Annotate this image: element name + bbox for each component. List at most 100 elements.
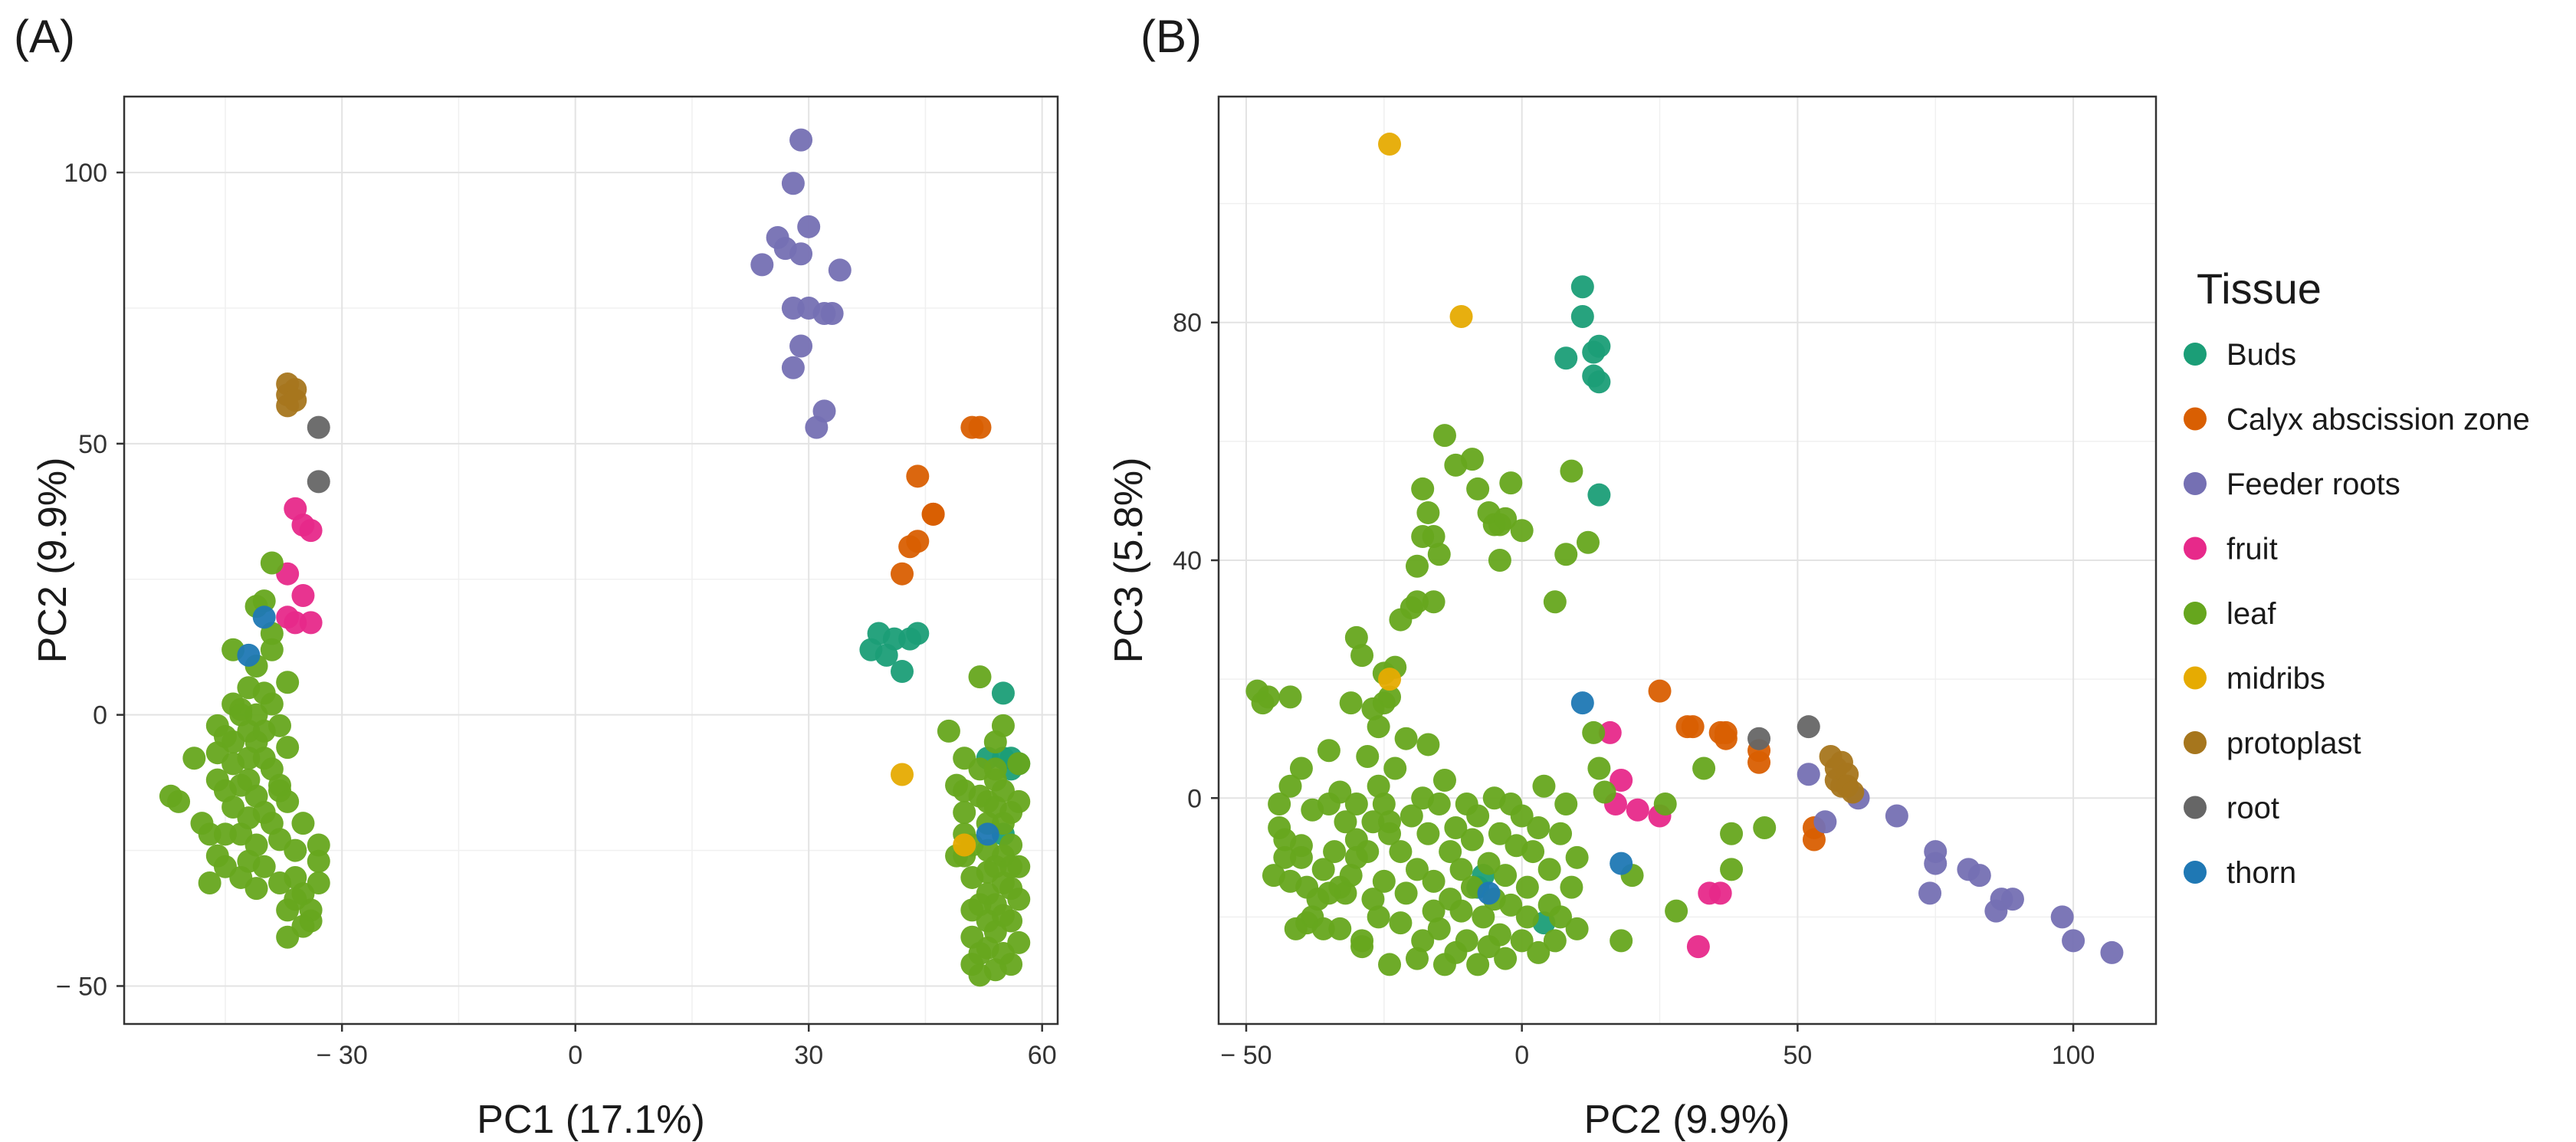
panel-b-point-leaf: [1449, 899, 1473, 923]
panel-a-point-calyx: [968, 415, 992, 439]
panel-b-point-leaf: [1323, 840, 1347, 864]
legend-label-leaf: leaf: [2227, 597, 2276, 631]
panel-b-point-leaf: [1422, 869, 1446, 893]
panel-b-point-leaf: [1510, 519, 1534, 543]
panel-a-frame: [123, 95, 1059, 1026]
panel-b-point-leaf: [1350, 644, 1374, 668]
legend-key-feeder: [2184, 472, 2207, 495]
panel-a-point-leaf: [953, 747, 976, 770]
legend-title: Tissue: [2197, 264, 2322, 313]
panel-a-point-midribs: [953, 833, 976, 857]
panel-b-point-leaf: [1367, 774, 1390, 798]
panel-b-point-leaf: [1665, 899, 1688, 923]
panel-b-point-leaf: [1472, 905, 1495, 929]
panel-b-point-leaf: [1389, 840, 1413, 864]
panel-b-point-leaf: [1289, 756, 1313, 780]
panel-a-point-thorn: [252, 605, 276, 629]
panel-b-point-leaf: [1537, 858, 1561, 881]
panel-b-point-leaf: [1449, 858, 1473, 881]
legend-label-midribs: midribs: [2227, 662, 2325, 696]
panel-b-point-leaf: [1515, 905, 1539, 929]
panel-b-point-buds: [1554, 346, 1578, 370]
panel-a-point-feeder: [781, 356, 805, 379]
panel-b-point-leaf: [1455, 929, 1478, 953]
panel-b-point-leaf: [1554, 543, 1578, 566]
panel-b-point-leaf: [1720, 822, 1744, 845]
panel-b-point-leaf: [1394, 881, 1418, 905]
panel-a-point-leaf: [976, 789, 999, 813]
panel-a-point-midribs: [891, 763, 914, 786]
panel-b-point-leaf: [1444, 816, 1468, 840]
legend-key-midribs: [2184, 666, 2207, 690]
panel-a-point-leaf: [999, 855, 1023, 878]
panel-b-point-leaf: [1334, 810, 1357, 834]
panel-b-point-leaf: [1416, 822, 1440, 845]
panel-a-point-thorn: [237, 643, 261, 667]
panel-b-point-feeder: [2100, 940, 2124, 964]
panel-b-point-leaf: [1460, 448, 1484, 471]
panel-b-point-calyx: [1747, 750, 1771, 774]
panel-a-point-leaf: [953, 779, 976, 802]
panel-a-point-leaf: [937, 719, 960, 743]
legend-label-fruit: fruit: [2227, 533, 2278, 566]
panel-b-point-midribs: [1378, 668, 1402, 691]
panel-b-point-leaf: [1328, 780, 1352, 804]
panel-b-point-fruit: [1598, 720, 1622, 744]
panel-a-point-buds: [891, 660, 914, 684]
panel-b-point-feeder: [1967, 864, 1991, 888]
panel-b-point-feeder: [2000, 888, 2024, 911]
panel-b-point-leaf: [1494, 507, 1518, 530]
panel-b-point-leaf: [1344, 793, 1368, 816]
panel-a-point-leaf: [976, 860, 999, 884]
panel-b-point-fruit: [1708, 881, 1732, 905]
panel-a: (A) − 30 0 30 60 − 50 0 50 100 PC1 (17.1%) PC2 …: [14, 11, 1059, 1142]
panel-b-point-leaf: [1284, 917, 1308, 940]
panel-b-point-leaf: [1289, 845, 1313, 869]
panel-b-point-leaf: [1411, 477, 1435, 500]
panel-b-ticks: − 50 0 50 100 0 40 80: [1173, 309, 2095, 1070]
panel-a-point-leaf: [237, 747, 261, 770]
panel-b-point-leaf: [1278, 774, 1302, 798]
panel-b-point-leaf: [1411, 524, 1435, 548]
panel-b-point-root: [1747, 727, 1771, 750]
panel-a-ytick-label: 50: [78, 430, 107, 459]
panel-b-xtick-label: 0: [1514, 1041, 1529, 1070]
panel-a-point-leaf: [307, 849, 330, 873]
panel-a-point-leaf: [252, 719, 276, 743]
panel-a-point-calyx: [891, 562, 914, 586]
panel-b-ytick-label: 80: [1173, 309, 1202, 338]
legend-key-protoplast: [2184, 731, 2207, 754]
panel-b-ytick-label: 40: [1173, 546, 1202, 576]
panel-b-point-leaf: [1361, 810, 1385, 834]
panel-b-point-leaf: [1278, 685, 1302, 709]
panel-a-point-fruit: [291, 583, 315, 607]
panel-b-point-leaf: [1527, 816, 1551, 840]
panel-a-point-leaf: [229, 703, 253, 727]
panel-b-point-leaf: [1510, 804, 1534, 828]
panel-b-point-leaf: [1466, 477, 1490, 500]
panel-b-point-leaf: [1317, 881, 1341, 905]
panel-a-xlabel: PC1 (17.1%): [477, 1098, 705, 1142]
panel-b-point-leaf: [1521, 840, 1545, 864]
panel-b-point-leaf: [1344, 625, 1368, 649]
panel-a-point-buds: [991, 681, 1015, 705]
panel-b-ylabel: PC3 (5.8%): [1107, 458, 1151, 664]
panel-b-point-calyx: [1648, 679, 1672, 703]
panel-a-ylabel: PC2 (9.9%): [31, 458, 75, 664]
panel-a-point-leaf: [1007, 930, 1031, 954]
panel-b-point-fruit: [1610, 768, 1633, 792]
panel-b-point-leaf: [1405, 947, 1429, 970]
panel-a-point-feeder: [812, 399, 836, 423]
panel-b-point-leaf: [1405, 554, 1429, 578]
panel-b-point-leaf: [1466, 804, 1490, 828]
panel-a-point-leaf: [999, 953, 1023, 976]
panel-b-point-leaf: [1367, 905, 1390, 929]
legend-key-calyx: [2184, 407, 2207, 431]
panel-a-point-calyx: [906, 464, 930, 488]
panel-b-point-leaf: [1460, 828, 1484, 852]
panel-b-point-leaf: [1389, 911, 1413, 935]
panel-a-point-calyx: [921, 502, 945, 526]
panel-a-point-leaf: [968, 893, 992, 917]
panel-b-point-buds: [1570, 304, 1594, 328]
panel-b-point-leaf: [1488, 549, 1511, 572]
